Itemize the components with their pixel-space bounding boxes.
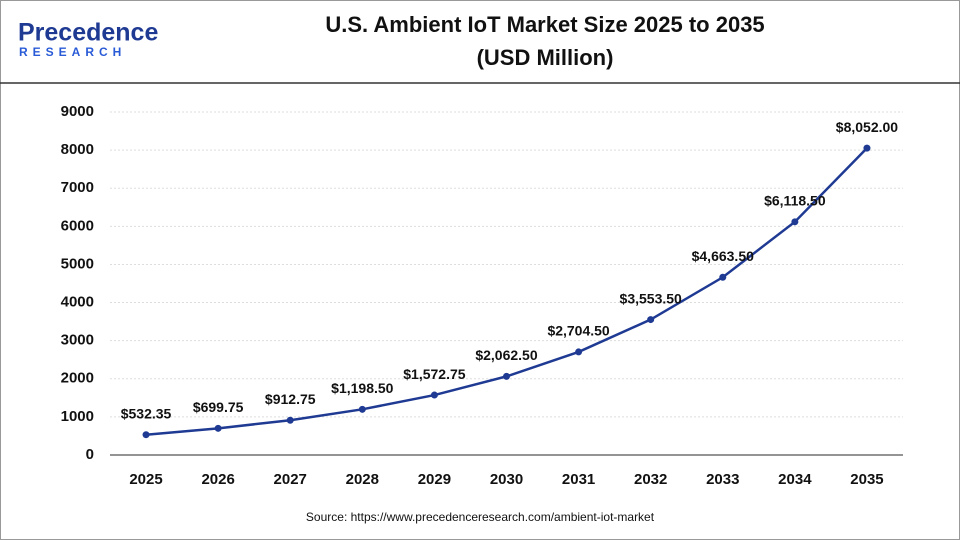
x-tick-label: 2035: [850, 471, 883, 488]
x-tick-label: 2025: [129, 471, 162, 488]
y-tick-label: 4000: [61, 294, 94, 311]
x-tick-label: 2033: [706, 471, 739, 488]
x-tick-label: 2027: [274, 471, 307, 488]
x-tick-label: 2030: [490, 471, 523, 488]
y-tick-label: 9000: [61, 103, 94, 120]
x-tick-label: 2028: [346, 471, 379, 488]
point: [719, 273, 727, 281]
x-tick-label: 2031: [562, 471, 595, 488]
value-label: $699.75: [193, 399, 244, 415]
y-tick-label: 1000: [61, 408, 94, 425]
y-tick-label: 0: [86, 446, 94, 463]
value-label: $2,704.50: [547, 323, 609, 339]
point: [791, 218, 799, 226]
value-label: $912.75: [265, 391, 316, 407]
y-tick-label: 3000: [61, 332, 94, 349]
point: [142, 431, 150, 439]
logo-name: Precedence: [18, 19, 158, 47]
source: Source: https://www.precedenceresearch.c…: [306, 510, 655, 524]
point: [286, 416, 294, 424]
point: [430, 391, 438, 399]
point: [863, 144, 871, 152]
logo-tagline: RESEARCH: [19, 45, 126, 59]
value-label: $2,062.50: [475, 347, 537, 363]
chart-subtitle: (USD Million): [477, 45, 614, 70]
x-tick-label: 2034: [778, 471, 812, 488]
x-tick-label: 2029: [418, 471, 451, 488]
y-tick-label: 2000: [61, 370, 94, 387]
y-tick-label: 7000: [61, 179, 94, 196]
value-label: $1,572.75: [403, 366, 465, 382]
y-tick-label: 5000: [61, 255, 94, 272]
y-tick-label: 8000: [61, 141, 94, 158]
x-tick-label: 2026: [201, 471, 234, 488]
value-label: $3,553.50: [620, 290, 682, 306]
value-label: $8,052.00: [836, 119, 898, 135]
x-tick-label: 2032: [634, 471, 667, 488]
value-label: $1,198.50: [331, 380, 393, 396]
point: [575, 348, 583, 356]
point: [214, 424, 222, 432]
value-label: $6,118.50: [764, 193, 826, 209]
value-label: $4,663.50: [692, 248, 754, 264]
point: [503, 372, 510, 380]
value-label: $532.35: [121, 405, 172, 421]
chart-title: U.S. Ambient IoT Market Size 2025 to 203…: [325, 12, 764, 37]
y-tick-label: 6000: [61, 217, 94, 234]
point: [647, 316, 655, 324]
point: [358, 405, 366, 413]
